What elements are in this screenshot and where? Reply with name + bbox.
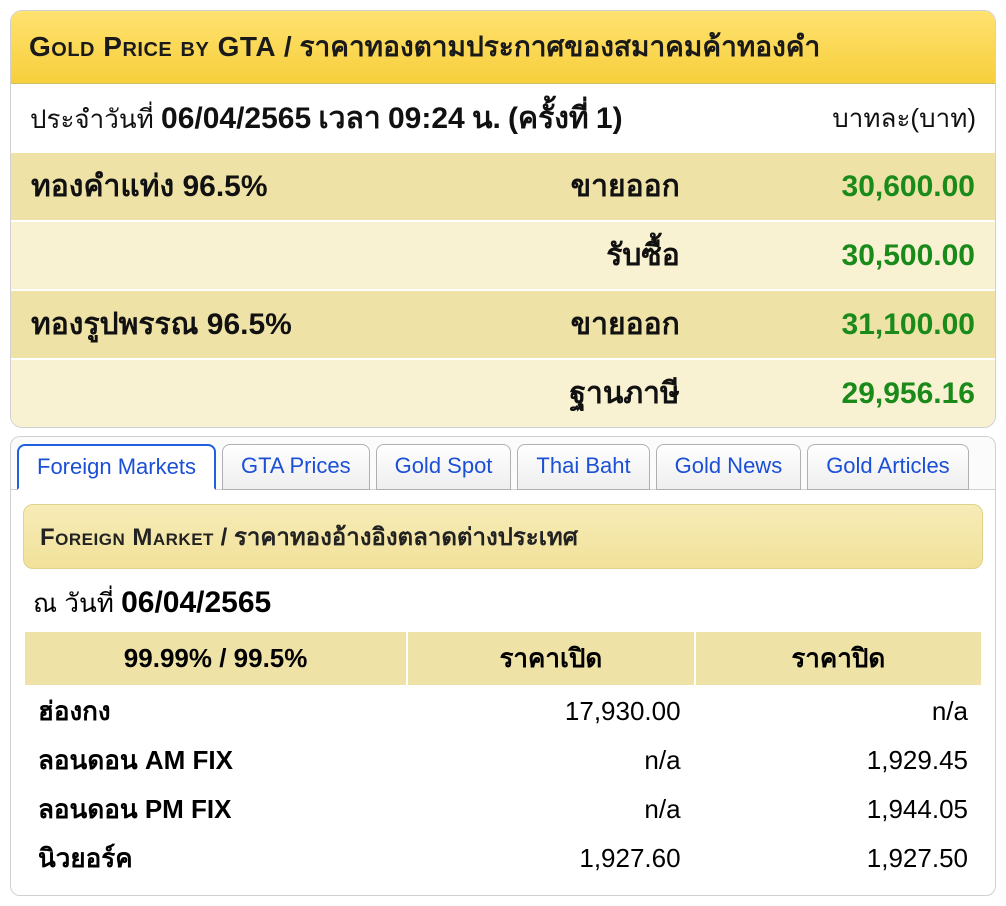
fm-close: 1,927.50 <box>695 834 982 883</box>
fm-market: ฮ่องกง <box>24 686 407 736</box>
fm-close: n/a <box>695 686 982 736</box>
price-row: ฐานภาษี 29,956.16 <box>11 359 995 427</box>
price-type: ฐานภาษี <box>424 359 700 427</box>
price-name: ทองรูปพรรณ 96.5% <box>11 290 424 359</box>
tab-gold-articles[interactable]: Gold Articles <box>807 444 969 490</box>
fm-row: ลอนดอน AM FIX n/a 1,929.45 <box>24 736 982 785</box>
foreign-date-row: ณ วันที่ 06/04/2565 <box>23 579 983 630</box>
gta-price-table: ทองคำแท่ง 96.5% ขายออก 30,600.00 รับซื้อ… <box>11 151 995 427</box>
fm-header-row: 99.99% / 99.5% ราคาเปิด ราคาปิด <box>24 631 982 686</box>
gta-date-text: ประจำวันที่ 06/04/2565 เวลา 09:24 น. (คร… <box>29 94 790 143</box>
price-row: รับซื้อ 30,500.00 <box>11 221 995 290</box>
fm-col-open: ราคาเปิด <box>407 631 694 686</box>
tab-thai-baht[interactable]: Thai Baht <box>517 444 649 490</box>
tab-foreign-markets[interactable]: Foreign Markets <box>17 444 216 490</box>
fm-row: ลอนดอน PM FIX n/a 1,944.05 <box>24 785 982 834</box>
fm-close: 1,929.45 <box>695 736 982 785</box>
gta-header-en: Gold Price by GTA <box>29 31 276 62</box>
gta-price-panel: Gold Price by GTA / ราคาทองตามประกาศของส… <box>10 10 996 428</box>
market-tab-strip: Foreign Markets GTA Prices Gold Spot Tha… <box>10 436 996 489</box>
fm-row: นิวยอร์ค 1,927.60 1,927.50 <box>24 834 982 883</box>
price-name <box>11 359 424 427</box>
fm-close: 1,944.05 <box>695 785 982 834</box>
fm-row: ฮ่องกง 17,930.00 n/a <box>24 686 982 736</box>
tab-gta-prices[interactable]: GTA Prices <box>222 444 370 490</box>
fm-market: ลอนดอน AM FIX <box>24 736 407 785</box>
gta-header-th: ราคาทองตามประกาศของสมาคมค้าทองคำ <box>299 31 820 62</box>
price-value: 30,500.00 <box>700 221 995 290</box>
price-type: ขายออก <box>424 290 700 359</box>
foreign-market-panel: Foreign Market / ราคาทองอ้างอิงตลาดต่างป… <box>10 489 996 896</box>
price-name: ทองคำแท่ง 96.5% <box>11 152 424 221</box>
fm-market: นิวยอร์ค <box>24 834 407 883</box>
price-type: รับซื้อ <box>424 221 700 290</box>
tab-gold-news[interactable]: Gold News <box>656 444 802 490</box>
price-value: 29,956.16 <box>700 359 995 427</box>
gta-panel-header: Gold Price by GTA / ราคาทองตามประกาศของส… <box>11 11 995 84</box>
price-value: 31,100.00 <box>700 290 995 359</box>
gta-date-row: ประจำวันที่ 06/04/2565 เวลา 09:24 น. (คร… <box>11 84 995 151</box>
fm-open: 1,927.60 <box>407 834 694 883</box>
price-row: ทองคำแท่ง 96.5% ขายออก 30,600.00 <box>11 152 995 221</box>
price-name <box>11 221 424 290</box>
fm-open: n/a <box>407 736 694 785</box>
fm-open: 17,930.00 <box>407 686 694 736</box>
price-type: ขายออก <box>424 152 700 221</box>
fm-open: n/a <box>407 785 694 834</box>
foreign-header-th: ราคาทองอ้างอิงตลาดต่างประเทศ <box>234 524 578 551</box>
foreign-panel-header: Foreign Market / ราคาทองอ้างอิงตลาดต่างป… <box>23 504 983 569</box>
fm-col-close: ราคาปิด <box>695 631 982 686</box>
price-row: ทองรูปพรรณ 96.5% ขายออก 31,100.00 <box>11 290 995 359</box>
price-value: 30,600.00 <box>700 152 995 221</box>
foreign-header-en: Foreign Market <box>40 524 214 551</box>
foreign-market-table: 99.99% / 99.5% ราคาเปิด ราคาปิด ฮ่องกง 1… <box>23 630 983 883</box>
fm-market: ลอนดอน PM FIX <box>24 785 407 834</box>
gta-unit-label: บาทละ(บาท) <box>790 94 977 143</box>
fm-col-purity: 99.99% / 99.5% <box>24 631 407 686</box>
tab-gold-spot[interactable]: Gold Spot <box>376 444 512 490</box>
